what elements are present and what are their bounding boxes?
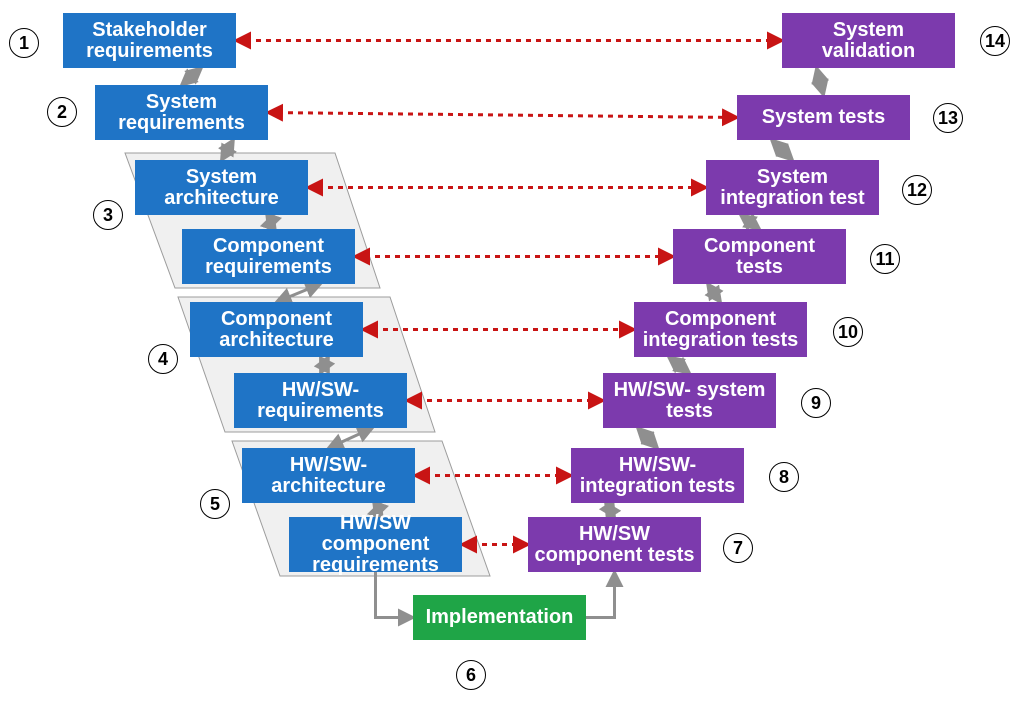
flow-edge <box>376 572 414 618</box>
node-L3b: Component requirements <box>182 229 355 284</box>
badge-12: 12 <box>902 175 932 205</box>
badge-label: 7 <box>733 538 743 559</box>
badge-7: 7 <box>723 533 753 563</box>
badge-label: 13 <box>938 108 958 129</box>
node-R11: Component tests <box>673 229 846 284</box>
flow-edge <box>222 140 234 160</box>
node-label: System architecture <box>141 167 302 209</box>
node-L3a: System architecture <box>135 160 308 215</box>
badge-2: 2 <box>47 97 77 127</box>
node-R10: Component integration tests <box>634 302 807 357</box>
badge-8: 8 <box>769 462 799 492</box>
node-R13: System tests <box>737 95 910 140</box>
flow-edge <box>638 428 658 448</box>
badge-label: 12 <box>907 180 927 201</box>
node-label: Component architecture <box>196 309 357 351</box>
badge-9: 9 <box>801 388 831 418</box>
node-label: HW/SW component tests <box>534 524 695 566</box>
badge-label: 14 <box>985 31 1005 52</box>
badge-3: 3 <box>93 200 123 230</box>
flow-edge <box>708 284 721 302</box>
badge-label: 3 <box>103 205 113 226</box>
node-label: System tests <box>762 107 885 128</box>
node-label: HW/SW- requirements <box>240 380 401 422</box>
node-L1: Stakeholder requirements <box>63 13 236 68</box>
node-R8: HW/SW- integration tests <box>571 448 744 503</box>
node-R14: System validation <box>782 13 955 68</box>
badge-label: 8 <box>779 467 789 488</box>
node-label: HW/SW- integration tests <box>577 455 738 497</box>
flow-edge <box>321 357 329 373</box>
badge-label: 2 <box>57 102 67 123</box>
badge-14: 14 <box>980 26 1010 56</box>
badge-1: 1 <box>9 28 39 58</box>
flow-edge <box>269 215 274 229</box>
node-L2: System requirements <box>95 85 268 140</box>
node-label: System integration test <box>712 167 873 209</box>
node-label: Implementation <box>426 607 574 628</box>
badge-13: 13 <box>933 103 963 133</box>
node-label: HW/SW- architecture <box>248 455 409 497</box>
node-label: Component requirements <box>188 236 349 278</box>
badge-label: 1 <box>19 33 29 54</box>
node-L5b: HW/SW component requirements <box>289 517 462 572</box>
node-label: Stakeholder requirements <box>69 20 230 62</box>
flow-edge <box>586 572 615 618</box>
node-label: HW/SW component requirements <box>295 513 456 576</box>
badge-4: 4 <box>148 344 178 374</box>
flow-edge <box>772 140 793 160</box>
badge-10: 10 <box>833 317 863 347</box>
node-label: Component integration tests <box>640 309 801 351</box>
flow-edge <box>669 357 690 373</box>
badge-5: 5 <box>200 489 230 519</box>
flow-edge <box>741 215 760 229</box>
badge-11: 11 <box>870 244 900 274</box>
flow-edge <box>277 284 321 302</box>
flow-edge <box>182 68 202 85</box>
badge-label: 11 <box>875 249 894 270</box>
flow-edge <box>329 428 373 448</box>
node-label: System validation <box>788 20 949 62</box>
flow-edge <box>817 68 824 95</box>
node-label: Component tests <box>679 236 840 278</box>
flow-edge <box>606 503 615 517</box>
node-L4b: HW/SW- requirements <box>234 373 407 428</box>
badge-label: 10 <box>838 322 858 343</box>
node-R9: HW/SW- system tests <box>603 373 776 428</box>
node-label: HW/SW- system tests <box>609 380 770 422</box>
badge-label: 6 <box>466 665 476 686</box>
badge-label: 5 <box>210 494 220 515</box>
node-R7: HW/SW component tests <box>528 517 701 572</box>
badge-label: 9 <box>811 393 821 414</box>
node-L4a: Component architecture <box>190 302 363 357</box>
v-model-diagram: Stakeholder requirements System requireme… <box>0 0 1024 719</box>
badge-label: 4 <box>158 349 168 370</box>
node-L5a: HW/SW- architecture <box>242 448 415 503</box>
node-IMPL: Implementation <box>413 595 586 640</box>
node-label: System requirements <box>101 92 262 134</box>
badge-6: 6 <box>456 660 486 690</box>
trace-edge <box>268 113 737 118</box>
node-R12: System integration test <box>706 160 879 215</box>
